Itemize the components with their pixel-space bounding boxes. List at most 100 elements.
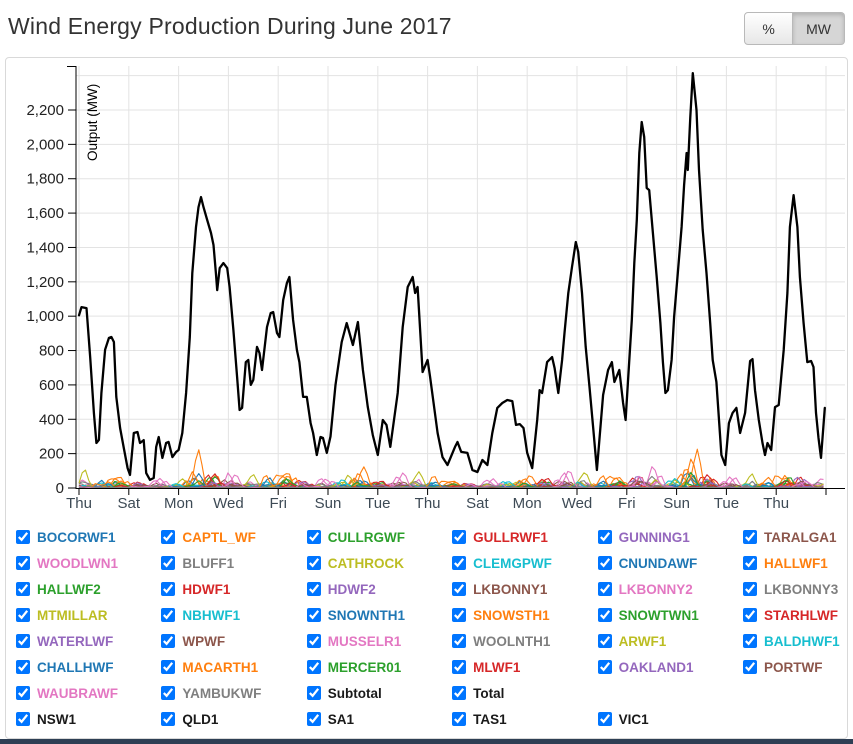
legend-checkbox-QLD1[interactable] <box>161 712 176 726</box>
legend-checkbox-HDWF2[interactable] <box>306 582 321 596</box>
y-axis-title: Output (MW) <box>85 84 100 161</box>
legend-item-LKBONNY3[interactable]: LKBONNY3 <box>738 576 853 602</box>
legend-item-Total[interactable]: Total <box>447 680 592 706</box>
legend-checkbox-VIC1[interactable] <box>597 712 612 726</box>
legend-item-VIC1[interactable]: VIC1 <box>593 706 738 732</box>
legend-checkbox-WOODLWN1[interactable] <box>16 556 30 570</box>
legend-item-HDWF1[interactable]: HDWF1 <box>156 576 301 602</box>
legend-checkbox-CHALLHWF[interactable] <box>16 660 30 674</box>
legend-checkbox-SNOWNTH1[interactable] <box>306 608 321 622</box>
legend-item-GUNNING1[interactable]: GUNNING1 <box>593 524 738 550</box>
legend-checkbox-MERCER01[interactable] <box>306 660 321 674</box>
legend-checkbox-NSW1[interactable] <box>16 712 30 726</box>
legend-item-NBHWF1[interactable]: NBHWF1 <box>156 602 301 628</box>
legend-item-STARHLWF[interactable]: STARHLWF <box>738 602 853 628</box>
legend-item-TAS1[interactable]: TAS1 <box>447 706 592 732</box>
legend-checkbox-BLUFF1[interactable] <box>161 556 176 570</box>
legend-item-CLEMGPWF[interactable]: CLEMGPWF <box>447 550 592 576</box>
legend-item-MUSSELR1[interactable]: MUSSELR1 <box>302 628 447 654</box>
legend-item-WATERLWF[interactable]: WATERLWF <box>11 628 156 654</box>
legend-checkbox-WPWF[interactable] <box>161 634 176 648</box>
legend-checkbox-MLWF1[interactable] <box>452 660 467 674</box>
legend-item-WPWF[interactable]: WPWF <box>156 628 301 654</box>
legend-checkbox-NBHWF1[interactable] <box>161 608 176 622</box>
legend-label: WATERLWF <box>37 633 114 649</box>
legend-item-HALLWF1[interactable]: HALLWF1 <box>738 550 853 576</box>
legend-item-CHALLHWF[interactable]: CHALLHWF <box>11 654 156 680</box>
legend-checkbox-Subtotal[interactable] <box>306 686 321 700</box>
legend-checkbox-BALDHWF1[interactable] <box>742 634 757 648</box>
legend-checkbox-SA1[interactable] <box>306 712 321 726</box>
legend-checkbox-CULLRGWF[interactable] <box>306 530 321 544</box>
legend-checkbox-GULLRWF1[interactable] <box>452 530 467 544</box>
legend-item-NSW1[interactable]: NSW1 <box>11 706 156 732</box>
legend-checkbox-LKBONNY1[interactable] <box>452 582 467 596</box>
legend-checkbox-CLEMGPWF[interactable] <box>452 556 467 570</box>
legend-checkbox-TAS1[interactable] <box>452 712 467 726</box>
mw-toggle-button[interactable]: MW <box>793 12 845 45</box>
legend-item-LKBONNY2[interactable]: LKBONNY2 <box>593 576 738 602</box>
legend-item-MTMILLAR[interactable]: MTMILLAR <box>11 602 156 628</box>
legend-item-MLWF1[interactable]: MLWF1 <box>447 654 592 680</box>
legend-checkbox-ARWF1[interactable] <box>597 634 612 648</box>
legend-item-OAKLAND1[interactable]: OAKLAND1 <box>593 654 738 680</box>
legend-item-SNOWSTH1[interactable]: SNOWSTH1 <box>447 602 592 628</box>
legend-checkbox-SNOWTWN1[interactable] <box>597 608 612 622</box>
legend-checkbox-MUSSELR1[interactable] <box>306 634 321 648</box>
legend-item-WOODLWN1[interactable]: WOODLWN1 <box>11 550 156 576</box>
legend-item-BOCORWF1[interactable]: BOCORWF1 <box>11 524 156 550</box>
legend-item-TARALGA1[interactable]: TARALGA1 <box>738 524 853 550</box>
legend-item-WAUBRAWF[interactable]: WAUBRAWF <box>11 680 156 706</box>
legend-checkbox-WOOLNTH1[interactable] <box>452 634 467 648</box>
legend-item-PORTWF[interactable]: PORTWF <box>738 654 853 680</box>
legend-label: HALLWF2 <box>37 581 101 597</box>
legend-checkbox-OAKLAND1[interactable] <box>597 660 612 674</box>
legend-item-MACARTH1[interactable]: MACARTH1 <box>156 654 301 680</box>
legend-label: OAKLAND1 <box>618 659 694 675</box>
legend-checkbox-LKBONNY2[interactable] <box>597 582 612 596</box>
legend-label: GUNNING1 <box>618 529 690 545</box>
legend-checkbox-GUNNING1[interactable] <box>597 530 612 544</box>
legend-item-CNUNDAWF[interactable]: CNUNDAWF <box>593 550 738 576</box>
legend-item-CATHROCK[interactable]: CATHROCK <box>302 550 447 576</box>
legend-checkbox-CAPTL_WF[interactable] <box>161 530 176 544</box>
legend-item-BLUFF1[interactable]: BLUFF1 <box>156 550 301 576</box>
legend-checkbox-MTMILLAR[interactable] <box>16 608 30 622</box>
legend-checkbox-BOCORWF1[interactable] <box>16 530 30 544</box>
legend-item-QLD1[interactable]: QLD1 <box>156 706 301 732</box>
legend-item-HALLWF2[interactable]: HALLWF2 <box>11 576 156 602</box>
legend-item-SA1[interactable]: SA1 <box>302 706 447 732</box>
legend-checkbox-Total[interactable] <box>452 686 467 700</box>
legend-checkbox-SNOWSTH1[interactable] <box>452 608 467 622</box>
legend-item-SNOWNTH1[interactable]: SNOWNTH1 <box>302 602 447 628</box>
legend-checkbox-CNUNDAWF[interactable] <box>597 556 612 570</box>
legend-checkbox-STARHLWF[interactable] <box>742 608 757 622</box>
legend-checkbox-PORTWF[interactable] <box>742 660 757 674</box>
legend-item-GULLRWF1[interactable]: GULLRWF1 <box>447 524 592 550</box>
legend-item-WOOLNTH1[interactable]: WOOLNTH1 <box>447 628 592 654</box>
legend-item-BALDHWF1[interactable]: BALDHWF1 <box>738 628 853 654</box>
legend-item-ARWF1[interactable]: ARWF1 <box>593 628 738 654</box>
legend-checkbox-CATHROCK[interactable] <box>306 556 321 570</box>
legend-checkbox-MACARTH1[interactable] <box>161 660 176 674</box>
legend-checkbox-HALLWF1[interactable] <box>742 556 757 570</box>
legend-item-CULLRGWF[interactable]: CULLRGWF <box>302 524 447 550</box>
legend-item-LKBONNY1[interactable]: LKBONNY1 <box>447 576 592 602</box>
legend-checkbox-LKBONNY3[interactable] <box>742 582 757 596</box>
legend-item-HDWF2[interactable]: HDWF2 <box>302 576 447 602</box>
legend-item-MERCER01[interactable]: MERCER01 <box>302 654 447 680</box>
legend-checkbox-WAUBRAWF[interactable] <box>16 686 30 700</box>
legend-item-YAMBUKWF[interactable]: YAMBUKWF <box>156 680 301 706</box>
legend-checkbox-YAMBUKWF[interactable] <box>161 686 176 700</box>
legend-checkbox-WATERLWF[interactable] <box>16 634 30 648</box>
legend-checkbox-TARALGA1[interactable] <box>742 530 757 544</box>
legend-item-SNOWTWN1[interactable]: SNOWTWN1 <box>593 602 738 628</box>
legend-item-Subtotal[interactable]: Subtotal <box>302 680 447 706</box>
legend-item-CAPTL_WF[interactable]: CAPTL_WF <box>156 524 301 550</box>
legend-label: SNOWNTH1 <box>327 607 406 623</box>
percent-toggle-button[interactable]: % <box>744 12 794 45</box>
unit-toggle-group: % MW <box>744 12 845 45</box>
legend-checkbox-HALLWF2[interactable] <box>16 582 30 596</box>
total-series-line <box>77 71 826 482</box>
legend-checkbox-HDWF1[interactable] <box>161 582 176 596</box>
